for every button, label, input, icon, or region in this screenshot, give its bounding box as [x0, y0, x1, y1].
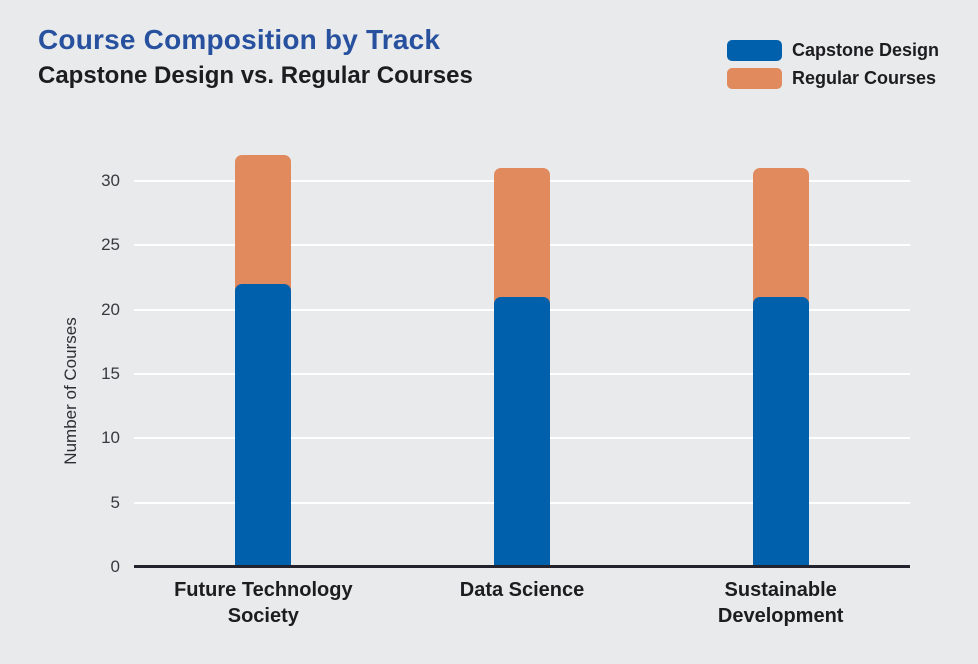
legend-swatch-capstone-design: [727, 40, 782, 61]
bar-slot-0: [134, 155, 393, 567]
y-tick-label-20: 20: [101, 299, 120, 319]
chart-subtitle: Capstone Design vs. Regular Courses: [38, 62, 473, 89]
y-tick-label-0: 0: [110, 557, 120, 576]
legend-item-regular-courses: Regular Courses: [727, 68, 939, 89]
legend-item-capstone-design: Capstone Design: [727, 40, 939, 61]
plot-area: 0 5 10 15 20 25 30 Number of Courses Future Te…: [61, 155, 910, 627]
bar-slot-1: [393, 155, 652, 567]
y-tick-label-25: 25: [101, 235, 120, 255]
chart-title: Course Composition by Track: [38, 24, 441, 55]
x-category-label-0: Future Technology Society: [134, 577, 393, 629]
x-axis-category-labels: Future Technology Society Data Science Sus…: [134, 577, 910, 629]
bar-segment-capstone-design-0: [235, 283, 292, 567]
legend-label-capstone-design: Capstone Design: [792, 40, 940, 60]
x-category-label-2: Sustainable Development: [651, 577, 910, 629]
y-tick-label-5: 5: [110, 492, 120, 512]
legend: Capstone Design Regular Courses: [727, 40, 939, 89]
x-category-label-1: Data Science: [393, 577, 652, 629]
y-axis-title: Number of Courses: [61, 317, 80, 465]
bar-segment-regular-courses-0: [235, 155, 292, 292]
x-category-label-text-2: Sustainable Development: [717, 579, 844, 627]
bar-segment-regular-courses-1: [494, 167, 550, 305]
stacked-bar-1: [494, 155, 550, 567]
bar-segment-regular-courses-2: [752, 167, 809, 305]
x-category-label-text-0: Future Technology Society: [174, 579, 353, 627]
legend-label-regular-courses: Regular Courses: [792, 68, 937, 88]
y-tick-label-10: 10: [101, 428, 120, 448]
stacked-bar-0: [235, 155, 292, 567]
y-tick-label-15: 15: [101, 363, 120, 383]
y-tick-label-30: 30: [101, 170, 120, 190]
x-axis-line: [134, 565, 910, 568]
stacked-bar-2: [752, 155, 809, 567]
bar-series: [134, 155, 910, 567]
bar-segment-capstone-design-1: [494, 296, 550, 567]
x-category-label-text-1: Data Science: [459, 579, 585, 601]
bar-segment-capstone-design-2: [752, 296, 809, 567]
bar-slot-2: [651, 155, 910, 567]
legend-swatch-regular-courses: [727, 68, 782, 89]
